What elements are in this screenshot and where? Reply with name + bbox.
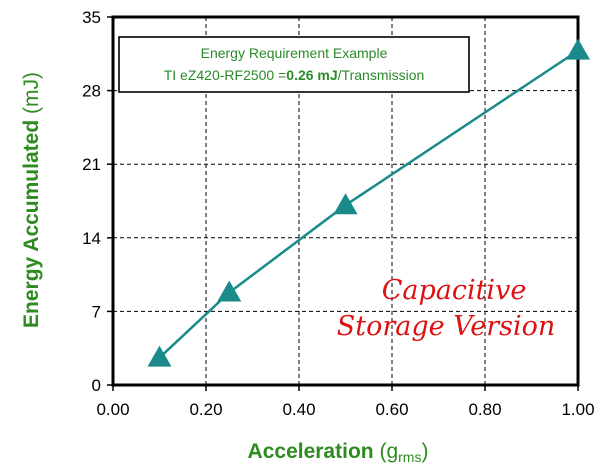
x-axis-title-text: Acceleration — [248, 440, 374, 463]
info-box-title: Energy Requirement Example — [201, 45, 388, 61]
y-tick-label: 35 — [82, 8, 101, 27]
x-tick-label: 0.40 — [282, 400, 315, 419]
x-tick-labels: 0.00 0.20 0.40 0.60 0.80 1.00 — [96, 400, 594, 419]
x-axis-unit-subscript: rms — [398, 449, 421, 465]
info-box-line2-prefix: TI eZ420-RF2500 = — [164, 67, 287, 83]
x-axis-title: Acceleration (grms) — [248, 440, 429, 465]
y-tick-label: 7 — [92, 302, 101, 321]
annotation-line1: Capacitive — [382, 275, 527, 306]
info-box: Energy Requirement Example TI eZ420-RF25… — [118, 36, 470, 93]
info-box-line2: TI eZ420-RF2500 =0.26 mJ/Transmission — [164, 67, 425, 83]
y-tick-label: 28 — [82, 82, 101, 101]
triangle-data-point — [566, 38, 590, 60]
x-tick-label: 0.60 — [375, 400, 408, 419]
x-axis-unit: g — [386, 440, 398, 463]
y-tick-label: 14 — [82, 229, 101, 248]
y-axis-title: Energy Accumulated (mJ) — [20, 72, 43, 328]
triangle-data-point — [147, 345, 172, 367]
y-tick-labels: 0 7 14 21 28 35 — [82, 8, 101, 395]
series-layer — [147, 38, 590, 367]
triangle-data-point — [333, 193, 358, 215]
info-box-line2-suffix: /Transmission — [338, 67, 425, 83]
grid-lines — [107, 16, 579, 391]
triangle-data-point — [217, 280, 242, 302]
annotation-line2: Storage Version — [337, 311, 556, 342]
y-axis-title-text: Energy Accumulated — [20, 120, 43, 328]
info-box-frame — [118, 36, 470, 93]
x-tick-label: 1.00 — [561, 400, 594, 419]
info-box-energy-value: 0.26 mJ — [286, 67, 337, 83]
y-tick-label: 21 — [82, 155, 101, 174]
series-line — [158, 49, 579, 359]
x-tick-label: 0.80 — [468, 400, 501, 419]
x-tick-label: 0.00 — [96, 400, 129, 419]
y-axis-unit: (mJ) — [20, 72, 43, 114]
x-tick-label: 0.20 — [189, 400, 222, 419]
y-tick-label: 0 — [92, 376, 101, 395]
